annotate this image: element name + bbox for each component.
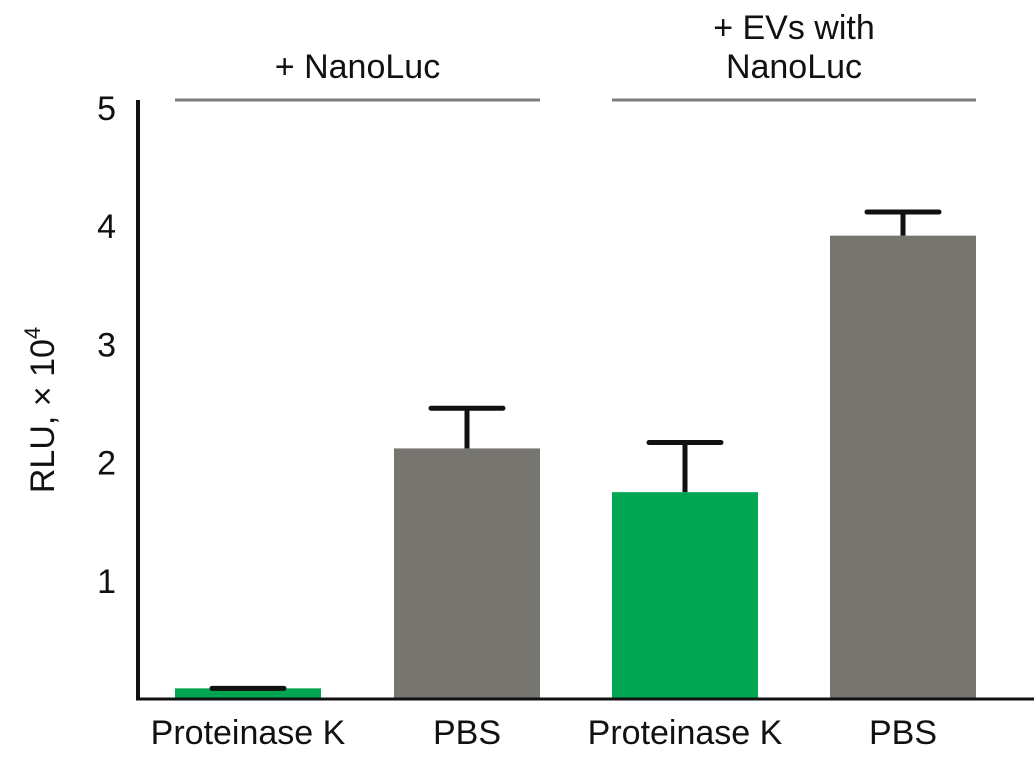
bar-2 — [394, 448, 540, 699]
y-tick-label: 3 — [97, 326, 116, 364]
y-axis-label-exponent: 4 — [20, 327, 45, 339]
y-tick-label: 1 — [97, 563, 116, 601]
y-axis-label: RLU, × 104 — [20, 327, 62, 493]
y-tick-label: 5 — [97, 90, 116, 128]
bar-4 — [830, 235, 976, 699]
bar-3 — [612, 492, 758, 699]
y-axis-label-text: RLU, × 10 — [24, 339, 62, 493]
x-tick-labels: Proteinase K PBS Proteinase K PBS — [151, 714, 937, 752]
group-label-line: NanoLuc — [726, 48, 862, 86]
group-label-line: + EVs with — [713, 9, 875, 47]
y-tick-label: 2 — [97, 445, 116, 483]
x-tick-label: PBS — [433, 714, 501, 752]
x-tick-label: Proteinase K — [151, 714, 346, 752]
axes — [136, 100, 1034, 701]
y-tick-labels: 1 2 3 4 5 — [97, 90, 116, 601]
x-tick-label: Proteinase K — [588, 714, 783, 752]
error-bars — [209, 209, 942, 691]
bars — [175, 235, 976, 699]
x-tick-label: PBS — [869, 714, 937, 752]
group-label-line: + NanoLuc — [275, 48, 440, 86]
y-tick-label: 4 — [97, 208, 116, 246]
bar-1 — [175, 688, 321, 699]
